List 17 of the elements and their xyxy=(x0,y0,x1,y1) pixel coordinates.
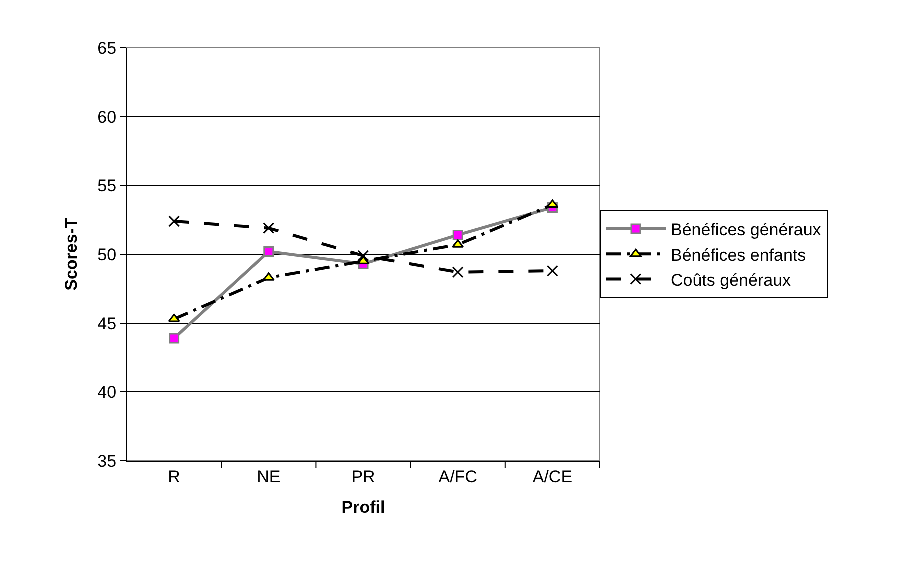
y-tick-label: 65 xyxy=(98,38,117,58)
legend-label: Bénéfices enfants xyxy=(671,246,806,265)
y-tick-label: 55 xyxy=(98,176,117,196)
x-tick-label: R xyxy=(168,467,180,486)
x-tick-label: A/CE xyxy=(532,467,573,486)
x-tick-label: NE xyxy=(257,467,281,486)
legend-label: Coûts généraux xyxy=(671,270,792,290)
legend-label: Bénéfices généraux xyxy=(671,220,822,240)
x-tick-label: A/FC xyxy=(438,467,478,486)
x-axis-title: Profil xyxy=(342,498,386,517)
y-axis-title: Scores-T xyxy=(62,218,82,291)
y-tick-label: 60 xyxy=(98,108,117,127)
y-tick-label: 45 xyxy=(98,314,117,334)
y-tick-label: 35 xyxy=(98,452,117,471)
x-tick-label: PR xyxy=(352,467,376,486)
y-tick-label: 50 xyxy=(98,245,117,264)
y-tick-label: 40 xyxy=(98,383,117,402)
